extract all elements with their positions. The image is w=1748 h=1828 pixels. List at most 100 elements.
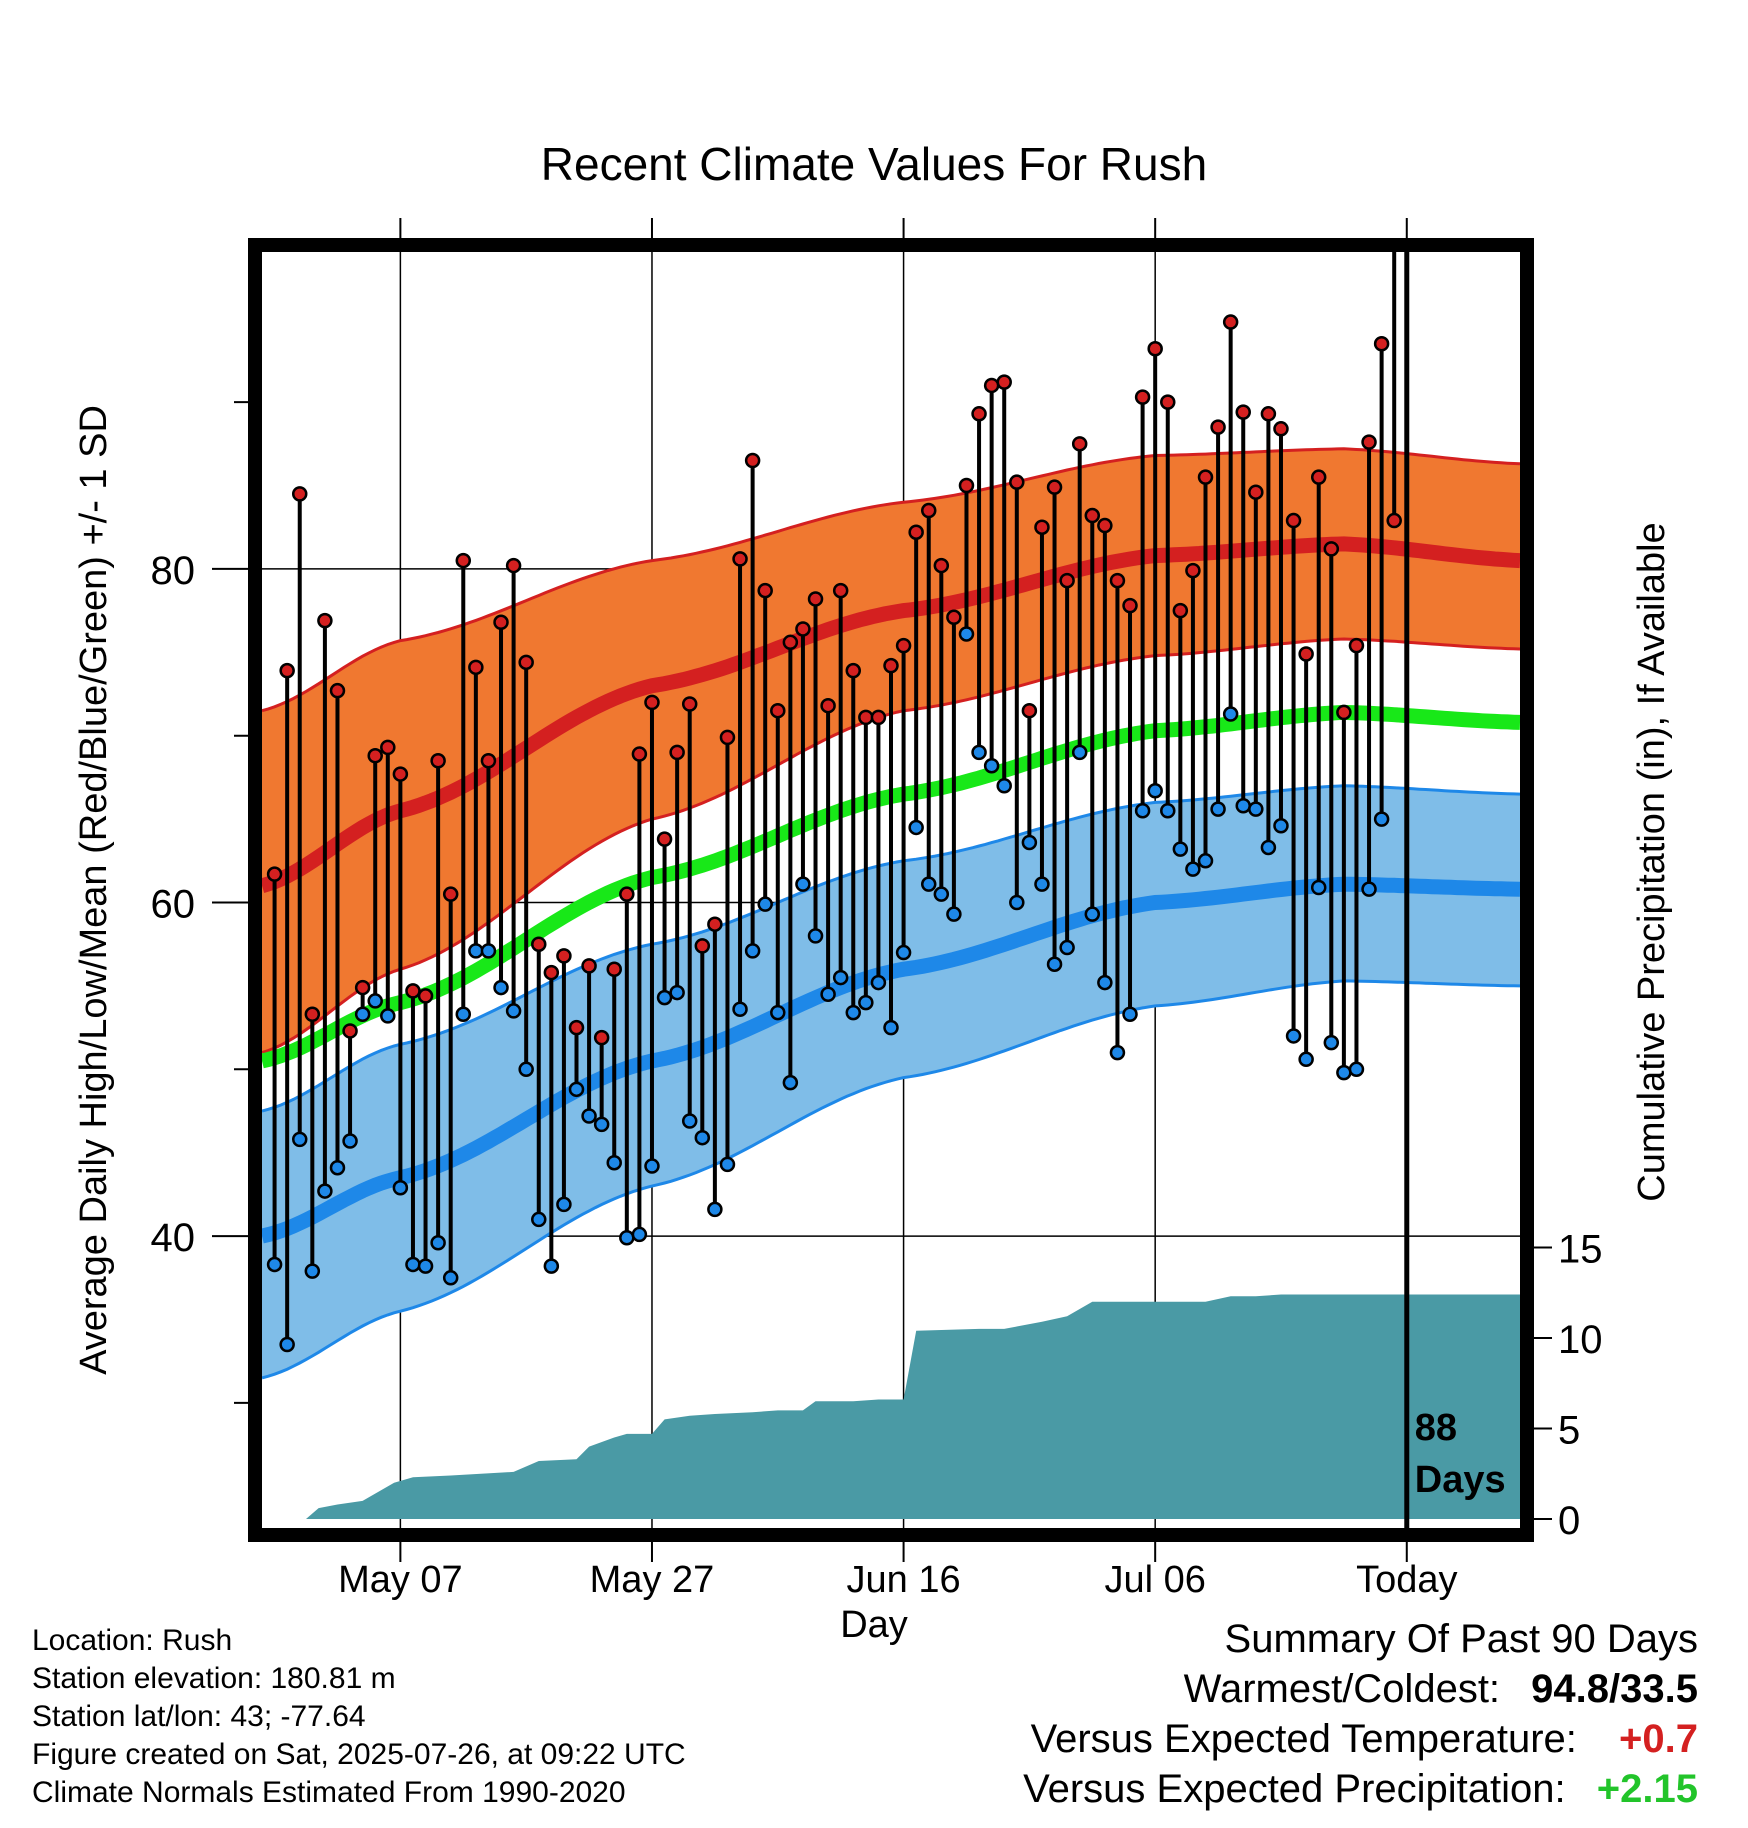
daily-high-point [719,729,736,746]
daily-low-point [430,1235,446,1251]
daily-high-point [1323,541,1340,557]
precip-anomaly-value: +2.15 [1596,1767,1698,1811]
daily-low-point [1298,1051,1314,1068]
low-sd-band [262,785,1520,1378]
daily-high-point [1260,406,1277,422]
daily-low-point [1361,881,1377,897]
daily-low-point [1373,811,1390,827]
daily-low-point [1059,939,1075,956]
daily-high-point [920,502,937,519]
daily-low-point [304,1263,321,1279]
daily-low-point [996,778,1012,794]
daily-low-point [895,944,912,961]
daily-low-point [480,943,497,959]
daily-low-point [1071,744,1088,761]
daily-high-point [1059,572,1075,589]
chart-title: Recent Climate Values For Rush [541,138,1207,190]
precip-anomaly-label: Versus Expected Precipitation: [1023,1767,1566,1811]
daily-low-point [757,896,773,912]
summary-heading: Summary Of Past 90 Days [1224,1617,1698,1661]
daily-low-point [958,626,975,642]
daily-low-point [1021,834,1038,851]
daily-high-point [807,591,824,607]
daily-high-point [581,958,597,974]
daily-high-point [644,694,660,711]
x-tick-label: Jul 06 [1104,1559,1205,1601]
daily-high-point [493,614,509,631]
normals-text: Climate Normals Estimated From 1990-2020 [32,1776,626,1809]
y2-tick-label: 5 [1558,1408,1580,1452]
daily-high-point [1285,512,1302,529]
daily-high-point [468,659,484,676]
daily-low-point [468,943,484,959]
low-sd-band-lower-edge [262,979,1520,1380]
daily-low-point [266,1256,283,1273]
daily-low-point [883,1019,899,1036]
daily-low-point [744,943,761,959]
y2-tick-label: 0 [1558,1499,1580,1543]
daily-high-point [656,831,673,847]
daily-high-point [1160,394,1176,410]
daily-low-point [1185,861,1201,877]
daily-low-point [1285,1028,1302,1044]
temp-anomaly-value: +0.7 [1619,1717,1698,1761]
daily-high-point [606,961,622,977]
daily-high-point [430,752,446,769]
daily-high-point [568,1019,585,1036]
daily-low-point [442,1270,459,1286]
daily-low-point [707,1201,723,1218]
daily-high-point [593,1029,610,1046]
daily-high-point [1248,484,1264,500]
daily-low-point [1273,818,1289,834]
daily-low-point [1097,974,1113,991]
y-tick-label: 80 [151,549,196,593]
daily-low-point [1310,879,1327,896]
daily-high-point [279,662,295,679]
daily-high-point [1222,314,1239,330]
elevation-text: Station elevation: 180.81 m [32,1662,396,1695]
daily-high-point [266,866,283,882]
daily-high-point [417,988,434,1004]
daily-low-point [946,906,962,922]
daily-high-point [1361,434,1377,450]
daily-low-point [392,1179,409,1196]
y-axis-label: Average Daily High/Low/Mean (Red/Blue/Gr… [73,405,115,1375]
daily-high-point [367,747,383,764]
y2-tick-label: 10 [1558,1318,1603,1362]
daily-low-point [858,994,874,1011]
daily-low-point [518,1061,534,1078]
daily-low-point [342,1133,358,1149]
plot-frame [248,238,1534,1542]
daily-high-point [1310,469,1327,485]
daily-low-point [581,1108,597,1124]
daily-high-point [782,634,799,651]
daily-high-point [1210,419,1226,435]
daily-low-point [279,1336,295,1353]
daily-low-point [694,1129,711,1146]
daily-high-point [631,746,648,762]
daily-high-point [1235,404,1251,420]
daily-high-point [732,551,748,567]
daily-low-point [1122,1006,1138,1023]
daily-low-point [1197,853,1214,869]
daily-high-point [1109,572,1126,589]
daily-high-point [958,477,975,494]
high-sd-band-upper-edge [262,447,1520,713]
daily-low-point [1235,798,1251,814]
daily-high-point [707,916,723,932]
daily-high-point [1046,479,1063,495]
daily-high-point [455,552,472,569]
latlon-text: Station lat/lon: 43; -77.64 [32,1700,366,1733]
daily-low-point [1147,783,1163,799]
daily-low-point [782,1074,799,1091]
daily-low-point [644,1158,660,1174]
plot-area: 88 Days [262,252,1520,1528]
high-normal-line [262,536,1520,893]
daily-high-point [795,621,811,637]
daily-low-point [1248,801,1264,817]
daily-low-point [367,993,383,1009]
daily-high-point [1298,646,1314,662]
daily-low-point [1109,1044,1126,1061]
daily-high-point [1185,562,1201,579]
daily-high-point [669,744,685,761]
